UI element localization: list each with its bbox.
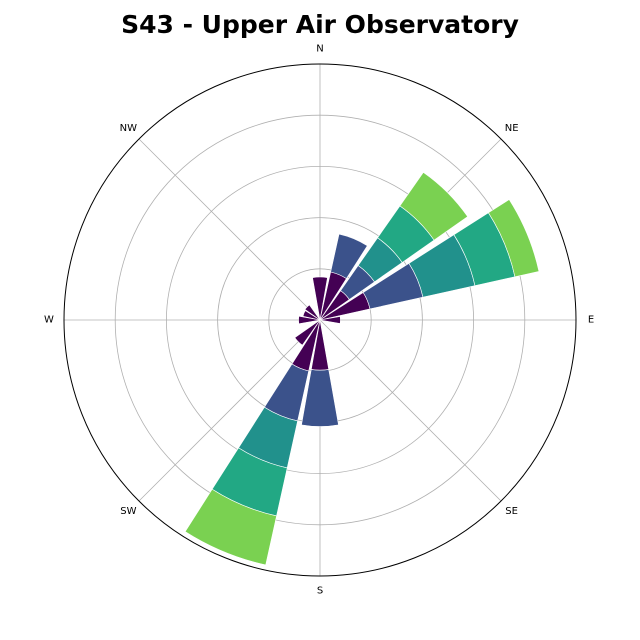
direction-label-se: SE bbox=[505, 506, 518, 517]
wedge-ne-bin-4 bbox=[399, 171, 469, 241]
direction-label-ne: NE bbox=[505, 123, 519, 134]
wedge-w-bin-0 bbox=[298, 315, 321, 325]
wedge-nw-bin-0 bbox=[304, 304, 321, 321]
wedge-e-bin-0 bbox=[319, 316, 341, 324]
angular-grid-line-nw bbox=[138, 138, 321, 321]
chart-title: S43 - Upper Air Observatory bbox=[121, 10, 519, 39]
direction-label-n: N bbox=[316, 44, 323, 55]
direction-label-w: W bbox=[44, 315, 54, 326]
wedge-nne-bin-1 bbox=[330, 233, 368, 279]
wedge-s-bin-1 bbox=[301, 369, 339, 427]
wedge-ene-bin-4 bbox=[487, 199, 540, 278]
wedge-n-bin-0 bbox=[312, 276, 328, 321]
wedge-ssw-bin-4 bbox=[184, 488, 277, 566]
direction-label-e: E bbox=[588, 315, 594, 326]
wedge-wnw-bin-0 bbox=[302, 310, 321, 321]
direction-label-s: S bbox=[317, 586, 323, 597]
angular-grid-line-sw bbox=[138, 319, 321, 502]
direction-label-sw: SW bbox=[120, 506, 136, 517]
angular-grid-line-se bbox=[319, 319, 502, 502]
polar-boundary-circle bbox=[63, 63, 577, 577]
wedge-sw-bin-0 bbox=[294, 319, 321, 346]
direction-label-nw: NW bbox=[120, 123, 137, 134]
